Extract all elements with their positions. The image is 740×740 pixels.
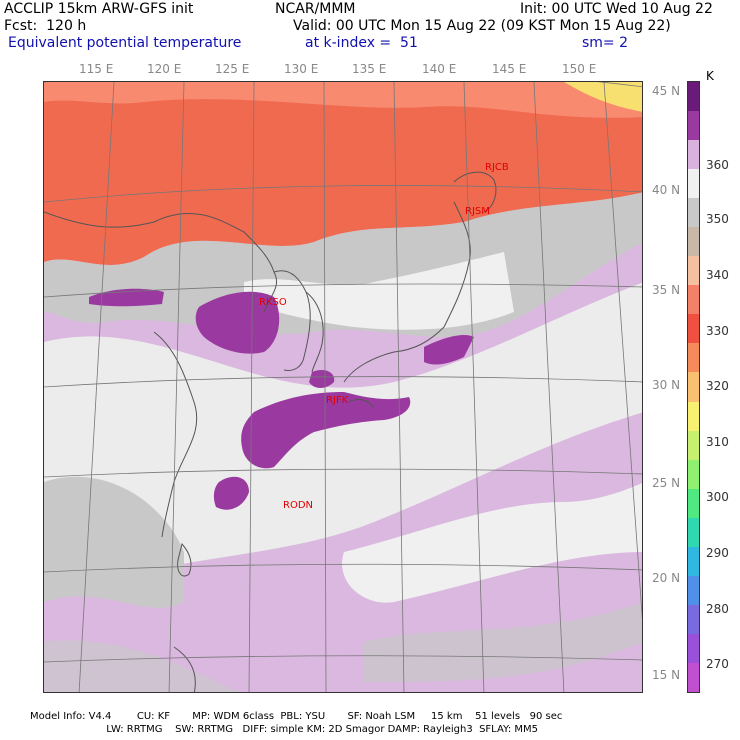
lat-label: 25 N (652, 476, 681, 490)
model-info-line1: Model Info: V4.4 CU: KF MP: WDM 6class P… (30, 711, 563, 722)
colorbar-label: 350 (706, 212, 729, 226)
lon-label: 130 E (284, 62, 319, 76)
lon-label: 115 E (79, 62, 114, 76)
colorbar-label: 330 (706, 324, 729, 338)
colorbar (687, 81, 700, 693)
colorbar-segment (688, 227, 699, 257)
station-label: RJFK (326, 395, 349, 406)
init-time: Init: 00 UTC Wed 10 Aug 22 (520, 1, 713, 17)
field-name: Equivalent potential temperature (8, 35, 242, 51)
colorbar-label: 320 (706, 379, 729, 393)
lon-label: 150 E (562, 62, 597, 76)
colorbar-segment (688, 546, 699, 576)
colorbar-segment (688, 430, 699, 460)
level-info: at k-index = 51 (305, 35, 418, 51)
colorbar-segment (688, 198, 699, 228)
lat-label: 45 N (652, 84, 681, 98)
forecast-hour: Fcst: 120 h (4, 18, 87, 34)
lon-label: 135 E (352, 62, 387, 76)
station-label: RKSO (259, 297, 287, 308)
colorbar-label: 300 (706, 490, 729, 504)
lat-label: 35 N (652, 283, 681, 297)
colorbar-label: 340 (706, 268, 729, 282)
colorbar-segment (688, 343, 699, 373)
colorbar-segment (688, 488, 699, 518)
colorbar-segment (688, 517, 699, 547)
map-canvas (44, 82, 642, 692)
colorbar-label: 280 (706, 602, 729, 616)
lon-label: 140 E (422, 62, 457, 76)
lon-label: 145 E (492, 62, 527, 76)
colorbar-segment (688, 285, 699, 315)
colorbar-segment (688, 459, 699, 489)
lat-label: 20 N (652, 571, 681, 585)
organization: NCAR/MMM (275, 1, 356, 17)
colorbar-segment (688, 314, 699, 344)
colorbar-label: 290 (706, 546, 729, 560)
lat-label: 30 N (652, 378, 681, 392)
colorbar-segment (688, 604, 699, 634)
lat-label: 15 N (652, 668, 681, 682)
colorbar-segment (688, 633, 699, 663)
theta-e-map: RJCB RJSM RKSO RJFK RODN (43, 81, 643, 693)
model-info-line2: LW: RRTMG SW: RRTMG DIFF: simple KM: 2D … (30, 724, 538, 735)
station-label: RODN (283, 500, 313, 511)
lon-label: 125 E (215, 62, 250, 76)
colorbar-segment (688, 575, 699, 605)
colorbar-label: 270 (706, 657, 729, 671)
valid-time: Valid: 00 UTC Mon 15 Aug 22 (09 KST Mon … (293, 18, 671, 34)
model-title: ACCLIP 15km ARW-GFS init (4, 1, 194, 17)
colorbar-segment (688, 111, 699, 141)
colorbar-segment (688, 256, 699, 286)
colorbar-label: 360 (706, 158, 729, 172)
smoothing: sm= 2 (582, 35, 629, 51)
colorbar-segment (688, 169, 699, 199)
station-label: RJSM (465, 206, 490, 217)
colorbar-segment (688, 82, 699, 112)
lon-label: 120 E (147, 62, 182, 76)
colorbar-segment (688, 372, 699, 402)
lat-label: 40 N (652, 183, 681, 197)
colorbar-unit: K (706, 69, 714, 83)
colorbar-segment (688, 662, 699, 692)
colorbar-label: 310 (706, 435, 729, 449)
colorbar-segment (688, 140, 699, 170)
colorbar-segment (688, 401, 699, 431)
station-label: RJCB (485, 162, 509, 173)
